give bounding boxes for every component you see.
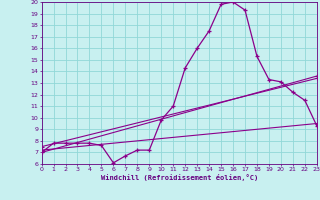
X-axis label: Windchill (Refroidissement éolien,°C): Windchill (Refroidissement éolien,°C)	[100, 174, 258, 181]
